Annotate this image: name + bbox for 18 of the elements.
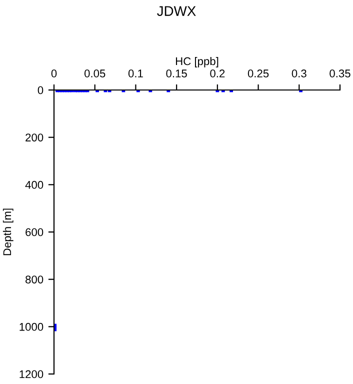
x-axis-title: HC [ppb] bbox=[176, 57, 218, 68]
y-tick-label: 600 bbox=[26, 228, 44, 236]
x-tick-label: 0.15 bbox=[166, 70, 187, 78]
y-axis-title: Depth [m] bbox=[2, 208, 14, 256]
y-tick-label: 400 bbox=[25, 180, 44, 189]
x-tick-label: 0.35 bbox=[330, 70, 350, 78]
y-tick-label: 0 bbox=[38, 86, 44, 94]
chart-title: JDWX bbox=[157, 6, 196, 16]
y-tick-label: 800 bbox=[26, 276, 44, 284]
y-tick-label: 200 bbox=[26, 134, 44, 142]
x-tick-label: 0 bbox=[51, 70, 57, 78]
x-tick-label: 0.1 bbox=[128, 70, 143, 78]
x-tick-label: 0.2 bbox=[210, 70, 225, 78]
x-tick-label: 0.05 bbox=[84, 70, 106, 78]
y-tick-label: 1200 bbox=[20, 370, 44, 378]
x-tick-label: 0.3 bbox=[292, 70, 306, 78]
x-tick-label: 0.25 bbox=[248, 70, 269, 78]
y-tick-label: 1000 bbox=[20, 322, 44, 331]
